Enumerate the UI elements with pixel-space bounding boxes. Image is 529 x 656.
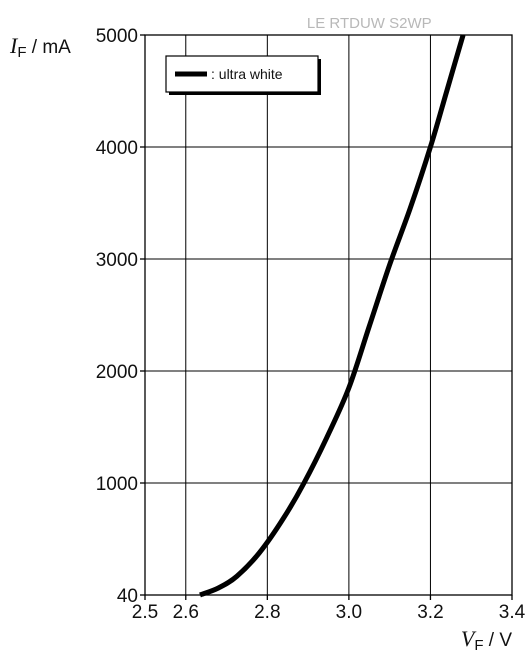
plot-frame	[140, 34, 513, 600]
y-tick-label: 2000	[96, 362, 138, 383]
grid	[145, 35, 512, 595]
y-tick-label: 1000	[96, 474, 138, 495]
x-tick-label: 3.4	[499, 602, 526, 623]
x-tick-label: 2.5	[132, 602, 158, 623]
y-tick-label: 3000	[96, 250, 138, 271]
series-layer	[199, 34, 466, 598]
y-tick-label: 40	[117, 586, 138, 607]
y-axis-label: IF / mA	[9, 33, 71, 61]
y-tick-labels: 40 1000 2000 3000 4000 5000	[96, 26, 138, 607]
x-tick-label: 3.0	[336, 602, 362, 623]
y-tick-label: 5000	[96, 26, 138, 47]
plot-border	[144, 34, 513, 596]
x-tick-label: 2.8	[254, 602, 280, 623]
legend-label: : ultra white	[211, 66, 283, 82]
x-tick-label: 3.2	[417, 602, 443, 623]
y-tick-label: 4000	[96, 138, 138, 159]
x-axis-label: VF / V	[461, 626, 512, 654]
legend: : ultra white	[165, 55, 321, 95]
chart-title: LE RTDUW S2WP	[307, 15, 432, 32]
x-tick-label: 2.6	[173, 602, 199, 623]
x-tick-labels: 2.5 2.6 2.8 3.0 3.2 3.4	[132, 602, 526, 623]
series-line	[199, 34, 466, 598]
